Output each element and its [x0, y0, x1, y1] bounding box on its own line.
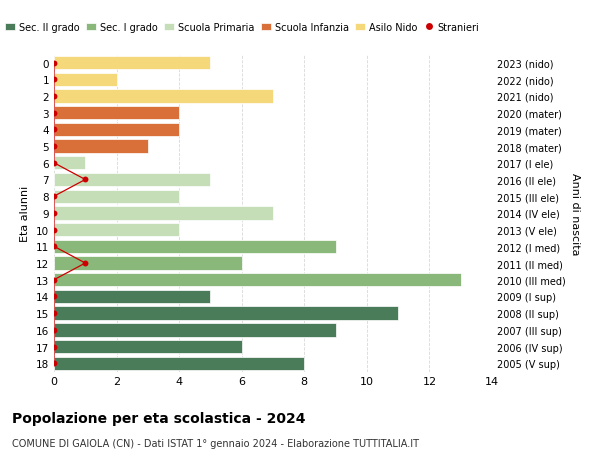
Bar: [54, 157, 85, 170]
Bar: [54, 140, 148, 153]
Point: [49, 326, 59, 334]
Bar: [54, 340, 242, 353]
Bar: [54, 224, 179, 237]
Bar: [54, 207, 273, 220]
Point: [49, 360, 59, 367]
Bar: [54, 274, 461, 287]
Bar: [54, 257, 242, 270]
Y-axis label: Anni di nascita: Anni di nascita: [569, 172, 580, 255]
Point: [49, 293, 59, 301]
Point: [49, 210, 59, 217]
Point: [49, 143, 59, 151]
Text: COMUNE DI GAIOLA (CN) - Dati ISTAT 1° gennaio 2024 - Elaborazione TUTTITALIA.IT: COMUNE DI GAIOLA (CN) - Dati ISTAT 1° ge…: [12, 438, 419, 448]
Point: [49, 310, 59, 317]
Point: [49, 160, 59, 167]
Bar: [54, 73, 116, 87]
Bar: [54, 290, 211, 303]
Bar: [54, 90, 273, 103]
Point: [80, 176, 90, 184]
Point: [49, 226, 59, 234]
Bar: [54, 190, 179, 203]
Bar: [54, 357, 304, 370]
Point: [49, 193, 59, 201]
Point: [49, 243, 59, 251]
Bar: [54, 57, 211, 70]
Bar: [54, 307, 398, 320]
Point: [49, 343, 59, 351]
Bar: [54, 240, 335, 253]
Point: [49, 126, 59, 134]
Bar: [54, 107, 179, 120]
Legend: Sec. II grado, Sec. I grado, Scuola Primaria, Scuola Infanzia, Asilo Nido, Stran: Sec. II grado, Sec. I grado, Scuola Prim…: [1, 19, 484, 37]
Point: [49, 76, 59, 84]
Point: [49, 110, 59, 117]
Point: [49, 93, 59, 101]
Point: [49, 276, 59, 284]
Text: Popolazione per eta scolastica - 2024: Popolazione per eta scolastica - 2024: [12, 411, 305, 425]
Point: [80, 260, 90, 267]
Y-axis label: Eta alunni: Eta alunni: [20, 185, 31, 241]
Bar: [54, 174, 211, 187]
Bar: [54, 324, 335, 337]
Bar: [54, 123, 179, 137]
Point: [49, 60, 59, 67]
